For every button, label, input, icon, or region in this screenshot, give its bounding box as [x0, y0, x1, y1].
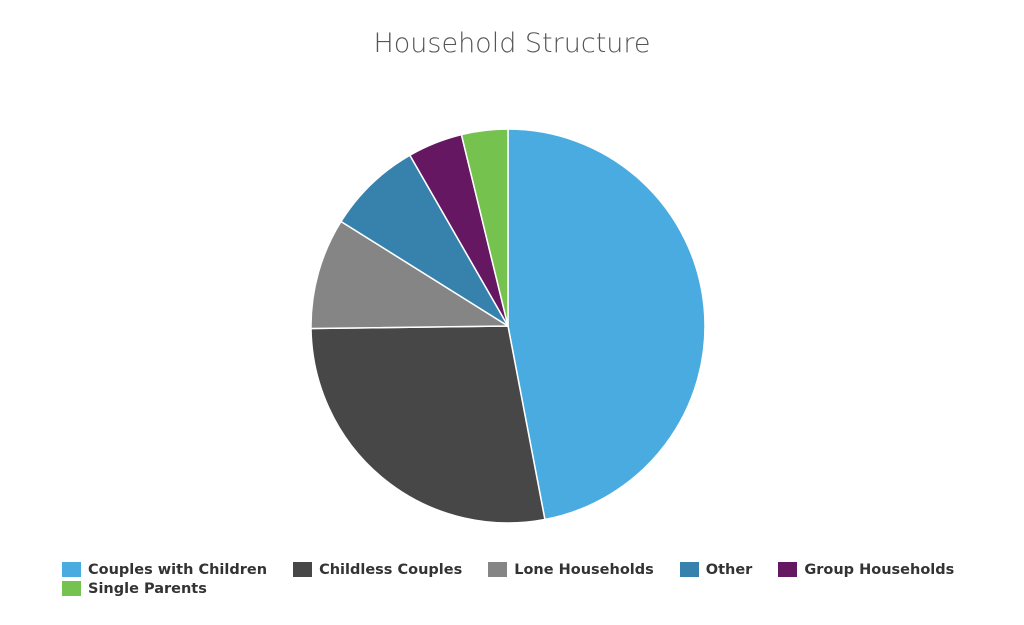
legend-swatch: [488, 562, 508, 577]
legend-item-other[interactable]: Other: [679, 561, 753, 578]
pie-slice-lone-households[interactable]: [310, 220, 509, 330]
legend-row: Couples with Children Childless Couples …: [62, 560, 992, 579]
legend-item-couples-with-children[interactable]: Couples with Children: [62, 562, 267, 578]
legend-label: Group Households: [804, 561, 955, 578]
legend: Couples with Children Childless Couples …: [62, 560, 992, 598]
pie-slice-other[interactable]: [340, 154, 509, 327]
legend-label: Couples with Children: [88, 561, 268, 578]
legend-row: Single Parents: [62, 579, 992, 598]
legend-swatch: [778, 562, 798, 577]
legend-swatch: [62, 581, 81, 596]
legend-label: Lone Households: [514, 561, 654, 578]
legend-swatch: [62, 562, 81, 577]
legend-label: Single Parents: [88, 580, 207, 597]
legend-label: Childless Couples: [319, 561, 463, 578]
pie-slice-childless-couples[interactable]: [310, 325, 546, 524]
pie-slice-single-parents[interactable]: [460, 128, 509, 327]
legend-item-single-parents[interactable]: Single Parents: [62, 581, 207, 597]
legend-label: Other: [705, 561, 753, 578]
chart-title: Household Structure: [373, 28, 651, 59]
legend-item-group-households[interactable]: Group Households: [778, 562, 954, 578]
legend-item-lone-households[interactable]: Lone Households: [488, 562, 654, 578]
legend-item-childless-couples[interactable]: Childless Couples: [293, 562, 462, 578]
legend-swatch: [293, 562, 313, 577]
pie-slice-couples-with-children[interactable]: [507, 128, 706, 521]
legend-swatch: [679, 562, 699, 577]
